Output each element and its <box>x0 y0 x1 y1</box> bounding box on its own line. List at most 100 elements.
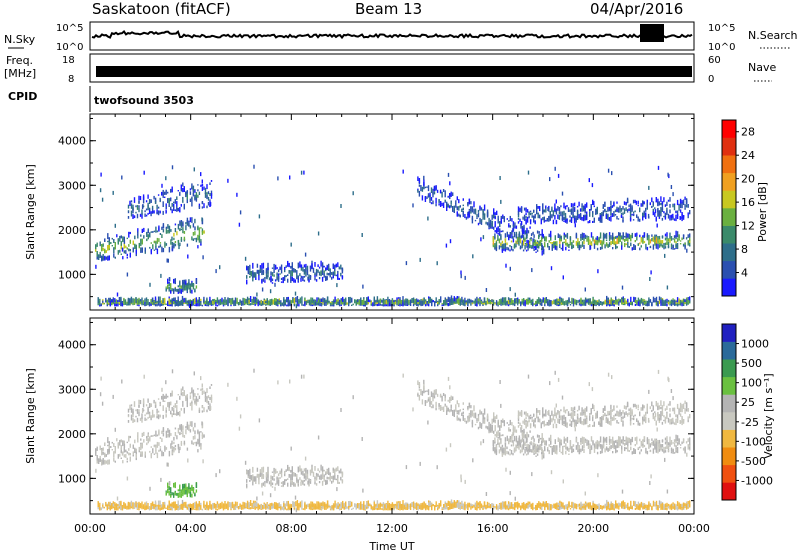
range-cell <box>194 301 196 304</box>
range-cell <box>616 216 618 220</box>
range-cell <box>506 301 508 306</box>
range-cell <box>657 303 659 306</box>
range-cell <box>536 446 538 449</box>
range-cell <box>262 482 265 486</box>
range-cell <box>523 207 526 211</box>
range-cell <box>267 267 269 271</box>
range-cell <box>264 481 266 484</box>
range-cell <box>185 281 187 285</box>
range-cell <box>286 304 288 307</box>
range-cell <box>316 303 318 306</box>
range-cell <box>455 200 457 204</box>
range-cell <box>685 204 688 208</box>
range-cell <box>105 460 107 464</box>
range-cell <box>660 241 662 247</box>
range-cell <box>667 243 670 249</box>
range-cell <box>607 410 609 416</box>
range-cell <box>560 415 562 421</box>
range-cell <box>634 245 636 250</box>
range-cell <box>658 211 661 214</box>
range-cell <box>473 405 475 412</box>
speckle-cell <box>460 270 462 275</box>
range-cell <box>191 404 193 411</box>
range-cell <box>652 236 655 242</box>
range-cell <box>191 387 193 394</box>
range-cell <box>429 296 431 303</box>
range-cell <box>655 447 658 453</box>
range-cell <box>256 297 258 303</box>
range-cell <box>566 436 569 443</box>
range-cell <box>140 442 142 445</box>
range-cell <box>107 240 109 243</box>
range-cell <box>572 407 574 411</box>
range-cell <box>465 216 468 220</box>
range-cell <box>263 299 265 304</box>
range-cell <box>165 286 167 288</box>
range-cell <box>608 209 611 212</box>
range-cell <box>249 303 252 306</box>
range-cell <box>610 439 612 441</box>
range-cell <box>423 297 425 304</box>
range-cell <box>660 211 662 214</box>
range-cell <box>565 234 567 238</box>
range-cell <box>155 241 157 248</box>
range-cell <box>443 302 445 306</box>
range-cell <box>479 409 481 414</box>
range-cell <box>459 299 461 306</box>
range-cell <box>141 238 143 245</box>
range-cell <box>596 301 599 305</box>
range-cell <box>649 246 652 249</box>
range-cell <box>195 489 198 493</box>
range-cell <box>173 413 175 415</box>
range-cell <box>270 479 272 484</box>
range-cell <box>456 415 458 421</box>
range-cell <box>511 234 513 239</box>
range-cell <box>438 407 440 410</box>
range-cell <box>500 236 502 241</box>
range-cell <box>579 212 582 218</box>
range-cell <box>687 297 689 303</box>
range-cell <box>151 302 154 305</box>
range-cell <box>545 219 547 222</box>
range-cell <box>170 433 172 436</box>
range-cell <box>338 481 340 484</box>
range-cell <box>325 481 327 485</box>
range-cell <box>513 231 516 238</box>
range-cell <box>261 467 263 474</box>
range-cell <box>493 418 495 423</box>
range-cell <box>530 437 533 441</box>
range-cell <box>658 448 661 452</box>
range-cell <box>544 242 546 248</box>
range-cell <box>652 412 654 417</box>
range-cell <box>152 435 154 437</box>
range-cell <box>145 418 148 421</box>
range-cell <box>634 210 636 213</box>
range-cell <box>576 419 579 423</box>
range-cell <box>467 415 469 419</box>
range-cell <box>248 299 250 304</box>
range-cell <box>562 448 564 455</box>
range-cell <box>584 418 586 425</box>
range-cell <box>186 397 188 404</box>
range-cell <box>639 451 641 455</box>
range-cell <box>139 299 142 303</box>
range-cell <box>495 451 498 456</box>
range-cell <box>423 386 425 391</box>
range-cell <box>453 415 455 417</box>
range-cell <box>174 228 177 233</box>
range-cell <box>616 201 618 204</box>
range-cell <box>615 236 617 239</box>
range-cell <box>119 453 121 457</box>
range-cell <box>173 492 175 498</box>
range-cell <box>532 435 534 439</box>
range-cell <box>189 217 192 223</box>
range-cell <box>157 210 160 216</box>
range-cell <box>557 413 559 415</box>
speckle-cell <box>649 277 651 281</box>
range-cell <box>142 196 145 200</box>
range-cell <box>195 237 198 243</box>
range-cell <box>117 442 119 449</box>
range-cell <box>126 441 128 444</box>
range-cell <box>153 210 155 214</box>
